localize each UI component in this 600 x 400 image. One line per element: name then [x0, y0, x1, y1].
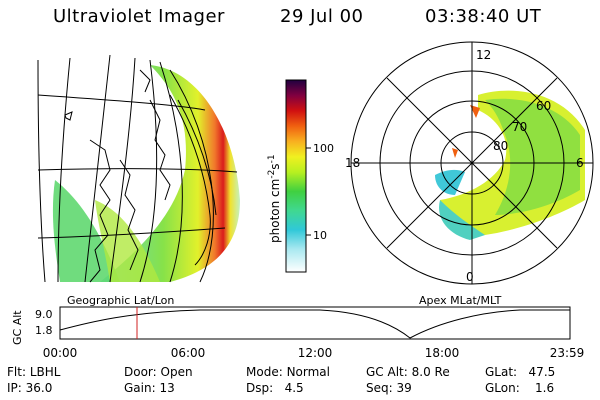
lat-label-70: 70: [512, 120, 527, 134]
mlt-label-0: 0: [466, 270, 474, 284]
coastlines: [64, 69, 217, 283]
dsp-readout: Dsp: 4.5: [246, 381, 304, 395]
x-tick-1200: 12:00: [298, 346, 333, 360]
lat-label-60: 60: [536, 99, 551, 113]
polar-grid: [350, 41, 594, 285]
ip-readout: IP: 36.0: [7, 381, 53, 395]
geographic-label: Geographic Lat/Lon: [67, 294, 174, 307]
x-tick-0600: 06:00: [171, 346, 206, 360]
geographic-image: [37, 54, 240, 283]
glon-readout: GLon: 1.6: [485, 381, 555, 395]
mlt-label-18: 18: [345, 156, 360, 170]
altitude-ytick-1.8: 1.8: [35, 324, 53, 337]
altitude-ylabel: GC Alt: [11, 310, 24, 345]
apex-label: Apex MLat/MLT: [419, 294, 502, 307]
altitude-ytick-9: 9.0: [35, 308, 53, 321]
glat-readout: GLat: 47.5: [485, 365, 556, 379]
colorbar-label: photon cm-2s-1: [267, 154, 282, 243]
door-readout: Door: Open: [124, 365, 193, 379]
flt-readout: Flt: LBHL: [7, 365, 61, 379]
x-tick-2359: 23:59: [550, 346, 585, 360]
time-readout: 03:38:40 UT: [425, 6, 542, 27]
colorbar-tick-10: 10: [313, 229, 327, 242]
altitude-curve: [59, 309, 570, 339]
x-tick-0000: 00:00: [43, 346, 78, 360]
seq-readout: Seq: 39: [366, 381, 412, 395]
mode-readout: Mode: Normal: [246, 365, 330, 379]
mlt-label-6: 6: [576, 156, 584, 170]
x-tick-1800: 18:00: [425, 346, 460, 360]
mlt-label-12: 12: [476, 48, 491, 62]
aurora-oval-geographic: [100, 65, 240, 282]
altitude-plot: GC Alt 9.0 1.8 00:00 06:00 12:00 18:00 2…: [11, 306, 585, 360]
lat-lon-grid: [37, 54, 238, 283]
app-title: Ultraviolet Imager: [53, 6, 225, 27]
gain-readout: Gain: 13: [124, 381, 175, 395]
lat-label-80: 80: [493, 139, 508, 153]
date-readout: 29 Jul 00: [280, 6, 364, 27]
gcalt-readout: GC Alt: 8.0 Re: [366, 365, 450, 379]
colorbar-tick-100: 100: [313, 142, 334, 155]
polar-plot: 12 18 6 0 60 70 80: [345, 41, 594, 285]
colorbar: [285, 79, 307, 273]
